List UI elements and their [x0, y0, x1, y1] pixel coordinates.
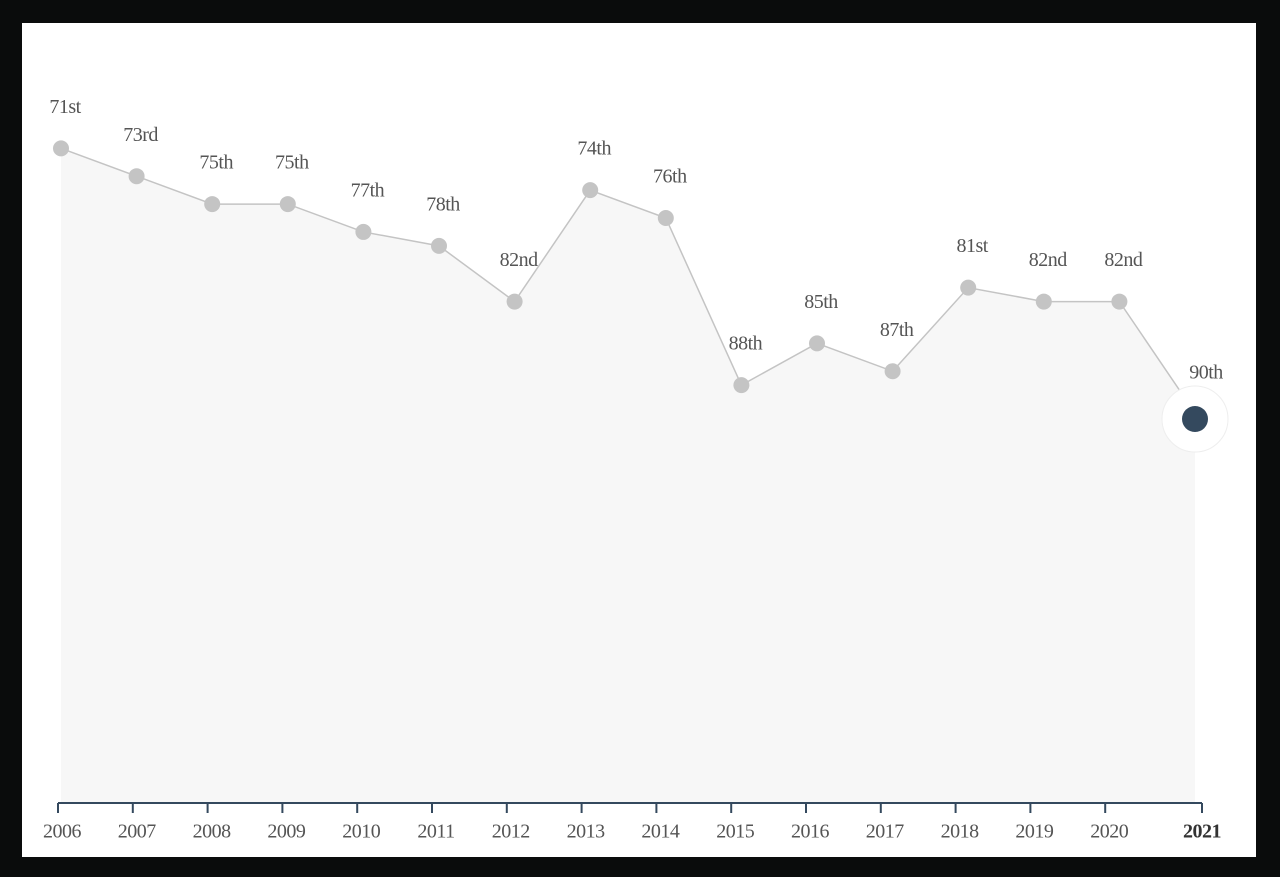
value-label: 85th — [804, 291, 838, 313]
x-tick-label: 2020 — [1090, 821, 1129, 843]
value-label: 90th — [1189, 362, 1223, 384]
point — [582, 182, 599, 199]
x-tick-label: 2017 — [866, 821, 905, 843]
point — [128, 168, 145, 185]
line — [60, 147, 1196, 414]
point — [204, 196, 221, 213]
value-label: 87th — [880, 319, 914, 341]
value-label: 74th — [577, 138, 611, 160]
point — [1111, 293, 1128, 310]
x-tick-label: 2007 — [118, 821, 157, 843]
x-tick-label: 2009 — [267, 821, 306, 843]
area-fill — [61, 148, 1195, 803]
point — [279, 196, 296, 213]
x-tick-label: 2018 — [941, 821, 980, 843]
value-label: 77th — [351, 180, 385, 202]
x-tick-label: 2015 — [716, 821, 755, 843]
point — [53, 140, 69, 157]
point — [733, 377, 750, 394]
value-label: 78th — [426, 193, 460, 215]
x-tick-label: 2014 — [641, 821, 680, 843]
value-label: 76th — [653, 166, 687, 188]
point — [884, 363, 901, 380]
value-label: 71st — [49, 96, 81, 118]
point — [431, 237, 447, 254]
value-label: 81st — [957, 235, 989, 257]
value-label: 75th — [275, 152, 309, 174]
x-tick-label: 2010 — [342, 821, 381, 843]
value-label: 82nd — [1104, 249, 1143, 271]
value-label: 75th — [199, 152, 233, 174]
point — [355, 223, 372, 240]
x-tick-label: 2011 — [417, 821, 454, 843]
value-label: 82nd — [1029, 249, 1068, 271]
x-tick-label: 2021 — [1183, 821, 1221, 843]
x-tick-label: 2013 — [567, 821, 606, 843]
value-label: 88th — [729, 333, 763, 355]
value-label: 73rd — [123, 124, 158, 146]
point — [506, 293, 523, 310]
point — [1035, 293, 1052, 310]
x-tick-label: 2008 — [193, 821, 232, 843]
x-tick-label: 2019 — [1015, 821, 1054, 843]
x-tick-label: 2016 — [791, 821, 830, 843]
x-tick-label: 2012 — [492, 821, 530, 843]
value-label: 82nd — [500, 249, 539, 271]
point — [809, 335, 825, 352]
highlight-point — [1182, 406, 1208, 432]
point — [657, 210, 674, 226]
point — [960, 279, 977, 296]
x-tick-label: 2006 — [43, 821, 82, 843]
